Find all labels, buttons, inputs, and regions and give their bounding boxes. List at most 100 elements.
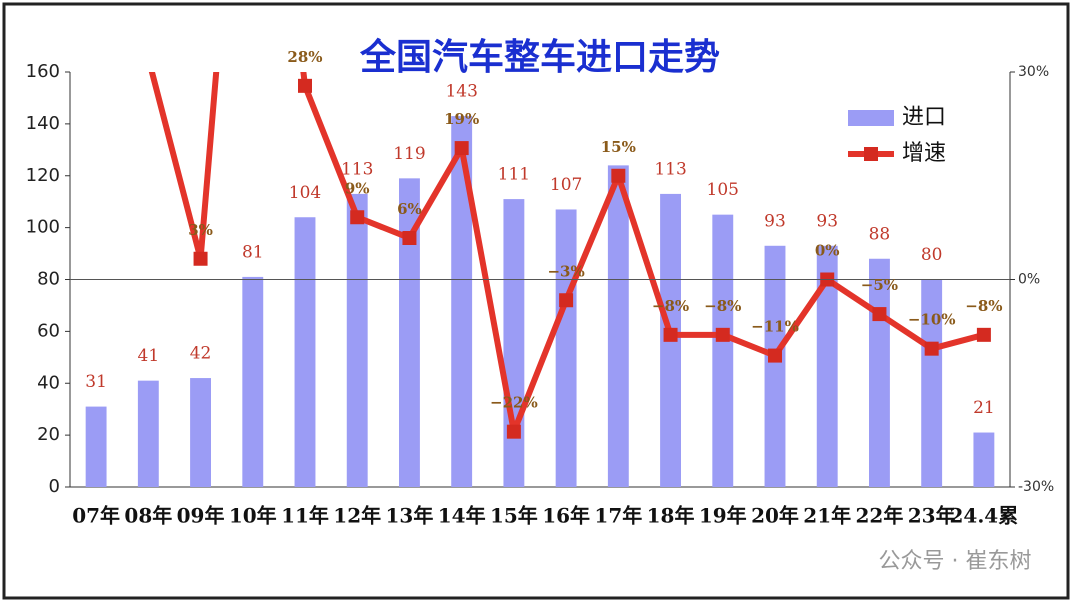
- bar: [607, 165, 629, 487]
- bar: [503, 199, 525, 487]
- x-tick-label: 17年: [594, 504, 642, 528]
- line-value-label: 19%: [444, 110, 479, 128]
- bar: [85, 406, 107, 487]
- line-marker: [768, 348, 782, 363]
- line-marker: [976, 327, 991, 342]
- bar-value-label: 119: [393, 144, 425, 164]
- bar-value-label: 104: [289, 183, 321, 203]
- line-value-label: 9%: [345, 179, 370, 197]
- line-value-label: −8%: [652, 297, 689, 315]
- bar-value-label: 80: [921, 245, 943, 265]
- bar: [764, 245, 786, 487]
- chart-title: 全国汽车整车进口走势: [359, 36, 720, 78]
- bar: [712, 214, 734, 487]
- y-tick-label: 60: [37, 320, 60, 341]
- bar-value-label: 81: [242, 242, 264, 262]
- line-marker: [454, 141, 469, 156]
- bar: [451, 116, 473, 487]
- line-value-label: −3%: [547, 262, 584, 280]
- bar-value-label: 93: [764, 211, 786, 231]
- legend-label: 增速: [902, 141, 946, 166]
- bar-value-label: 93: [816, 211, 838, 231]
- bar: [294, 217, 316, 487]
- line-value-label: −8%: [704, 297, 741, 315]
- x-tick-label: 14年: [438, 504, 486, 528]
- x-tick-label: 13年: [386, 504, 434, 528]
- line-value-label: −5%: [861, 276, 898, 294]
- y-tick-label: 20: [37, 424, 60, 445]
- bar-value-label: 41: [138, 346, 160, 366]
- bar: [816, 245, 838, 487]
- y2-tick-label: 30%: [1018, 64, 1049, 80]
- x-tick-label: 21年: [803, 504, 851, 528]
- x-tick-label: 22年: [856, 504, 904, 528]
- y-tick-label: 120: [26, 165, 60, 186]
- legend-swatch: [864, 147, 878, 161]
- bar: [555, 209, 577, 487]
- line-marker: [506, 424, 521, 439]
- bar-value-label: 21: [973, 398, 995, 418]
- x-tick-label: 20年: [751, 504, 799, 528]
- line-marker: [193, 251, 208, 266]
- y-tick-label: 160: [26, 61, 60, 82]
- x-tick-label: 08年: [124, 504, 172, 528]
- y-tick-label: 0: [49, 476, 60, 497]
- line-value-label: −22%: [490, 394, 538, 412]
- y-tick-label: 100: [26, 217, 60, 238]
- x-tick-label: 10年: [229, 504, 277, 528]
- x-tick-label: 18年: [647, 504, 695, 528]
- bar: [399, 178, 420, 487]
- y2-tick-label: 0%: [1018, 272, 1040, 288]
- line-marker: [350, 210, 365, 225]
- x-tick-label: 12年: [333, 504, 381, 528]
- x-tick-label: 23年: [908, 504, 956, 528]
- line-marker: [872, 307, 887, 322]
- bar-value-label: 111: [498, 165, 530, 185]
- frame: [2, 2, 1070, 600]
- bar: [346, 193, 368, 487]
- bar-value-label: 105: [707, 180, 739, 200]
- x-tick-label: 16年: [542, 504, 590, 528]
- y-tick-label: 40: [37, 372, 60, 393]
- line-value-label: 3%: [188, 221, 213, 239]
- line-marker: [611, 168, 626, 183]
- line-value-label: −8%: [965, 297, 1002, 315]
- bar: [921, 279, 943, 487]
- line-marker: [924, 341, 939, 356]
- line-marker: [402, 231, 417, 245]
- line-marker: [559, 293, 574, 308]
- bar-value-label: 113: [654, 159, 686, 179]
- bar-value-label: 42: [190, 344, 212, 364]
- x-tick-label: 19年: [699, 504, 747, 528]
- bar-value-label: 31: [85, 372, 107, 392]
- bar: [137, 380, 159, 487]
- x-tick-label: 24.4累: [950, 504, 1019, 528]
- x-tick-label: 15年: [490, 504, 538, 528]
- y-tick-label: 80: [37, 269, 60, 290]
- line-value-label: −10%: [908, 311, 956, 329]
- line-marker: [663, 327, 678, 342]
- bar: [973, 432, 995, 487]
- y-tick-label: 140: [26, 113, 60, 134]
- bar-value-label: 143: [445, 82, 477, 102]
- x-tick-label: 11年: [281, 504, 329, 528]
- line-value-label: 28%: [287, 48, 322, 66]
- legend-swatch: [848, 110, 894, 126]
- bar: [242, 276, 264, 487]
- line-value-label: 0%: [815, 242, 840, 260]
- line-value-label: 6%: [397, 200, 422, 218]
- watermark: 公众号 · 崔东树: [879, 549, 1032, 574]
- y2-tick-label: -30%: [1018, 479, 1054, 495]
- x-tick-label: 07年: [72, 504, 120, 528]
- line-marker: [715, 327, 730, 342]
- line-value-label: 15%: [601, 138, 636, 156]
- line-marker: [298, 78, 312, 93]
- bar-value-label: 113: [341, 159, 373, 179]
- plot-area: [85, 72, 995, 487]
- line-value-label: −11%: [751, 318, 799, 336]
- bar-value-label: 88: [869, 224, 891, 244]
- x-tick-label: 09年: [177, 504, 225, 528]
- bar-value-label: 107: [550, 175, 582, 195]
- bar: [190, 378, 211, 487]
